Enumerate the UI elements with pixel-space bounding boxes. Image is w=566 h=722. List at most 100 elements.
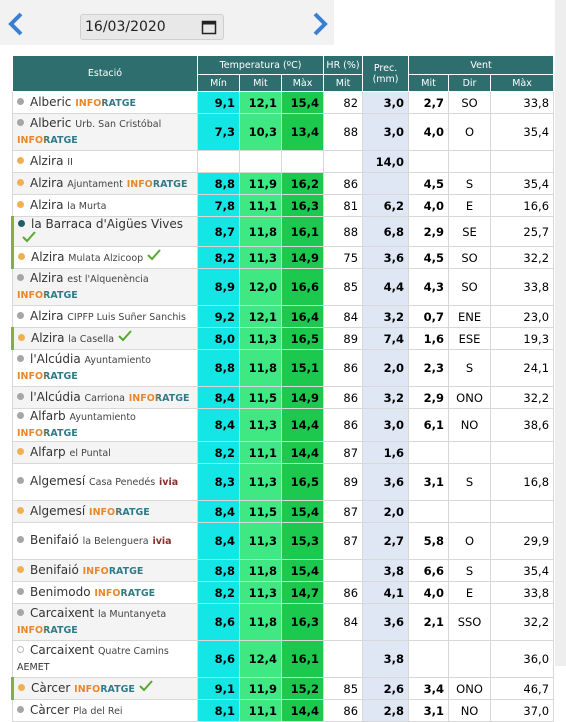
station-cell: Benifaió la Belenguera ivia xyxy=(12,522,198,560)
station-row: Carcaixent Quatre Camins AEMET 8,6 12,4 16,… xyxy=(12,640,555,678)
value-cell: E xyxy=(448,194,492,217)
value-cell: 86 xyxy=(323,581,364,604)
value-cell: 8,6 xyxy=(197,640,240,678)
value-cell: 2,3 xyxy=(408,349,450,387)
value-cell: SSO xyxy=(448,603,492,641)
value-cell: 86 xyxy=(323,408,364,442)
station-cell: Alzira la Casella xyxy=(11,327,198,350)
station-cell: Alzira Mulata Alzicoop xyxy=(11,246,198,269)
value-cell: 15,4 xyxy=(280,559,325,582)
station-name: l'Alcúdia xyxy=(30,389,81,404)
station-name: Alzira xyxy=(30,153,64,168)
value-cell: 12,1 xyxy=(239,91,282,114)
value-cell: 8,4 xyxy=(197,500,240,523)
column-subheader: Mit xyxy=(408,74,450,92)
station-detail: la Muntanyeta xyxy=(97,609,167,620)
value-cell: 32,2 xyxy=(490,386,555,409)
station-name: Càrcer xyxy=(31,681,71,695)
station-name: Càrcer xyxy=(30,702,70,717)
status-dot xyxy=(17,477,24,484)
table-body: Alberic INFORATGE 9,1 12,1 15,4 82 3,0 2,7 SO 33… xyxy=(11,91,555,722)
value-cell: 2,9 xyxy=(408,386,450,409)
station-cell: l'Alcúdia Ayuntamiento INFORATGE xyxy=(12,349,198,387)
value-cell: ONO xyxy=(448,386,492,409)
value-cell xyxy=(408,441,450,464)
value-cell xyxy=(448,150,492,173)
next-day[interactable] xyxy=(312,12,328,36)
date-bar: 16/03/2020 xyxy=(0,0,334,45)
value-cell: 4,0 xyxy=(408,113,450,151)
value-cell: 9,1 xyxy=(197,677,240,700)
verified-icon xyxy=(22,231,36,243)
value-cell: 15,4 xyxy=(280,91,325,114)
value-cell: O xyxy=(448,113,492,151)
status-dot xyxy=(17,119,24,126)
value-cell: 16,1 xyxy=(280,216,325,247)
value-cell: 8,4 xyxy=(197,386,240,409)
header-row: Estació Temperatura (ºC) HR (%) Prec. (mm) V… xyxy=(12,55,555,92)
column-subheader: Dir xyxy=(448,74,492,92)
station-cell: Alberic INFORATGE xyxy=(12,91,198,114)
value-cell: 14,4 xyxy=(280,441,325,464)
value-cell: 2,6 xyxy=(362,677,410,700)
value-cell: 11,1 xyxy=(239,699,282,722)
status-dot xyxy=(17,705,24,713)
value-cell: 2,7 xyxy=(408,91,450,114)
value-cell: 12,1 xyxy=(239,305,282,328)
value-cell: 23,0 xyxy=(490,305,555,328)
value-cell: 3,8 xyxy=(362,640,410,678)
station-row: Benifaió la Belenguera ivia 8,4 11,3 15,3 87… xyxy=(12,522,555,560)
value-cell: 8,2 xyxy=(197,441,240,464)
status-dot xyxy=(17,178,24,186)
value-cell: 3,0 xyxy=(362,91,410,114)
value-cell: 8,2 xyxy=(197,581,240,604)
value-cell: 3,1 xyxy=(408,699,450,722)
verified-icon xyxy=(118,330,132,342)
value-cell: 87 xyxy=(323,522,364,560)
station-detail: Ayuntamiento xyxy=(84,355,151,366)
status-dot xyxy=(17,447,24,455)
status-dot xyxy=(17,311,24,319)
station-name: Benifaió xyxy=(30,562,79,577)
value-cell: 11,3 xyxy=(239,246,282,269)
value-cell: 15,3 xyxy=(280,522,325,560)
value-cell: 1,6 xyxy=(362,441,410,464)
station-cell: Carcaixent la Muntanyeta INFORATGE xyxy=(12,603,198,641)
value-cell: SE xyxy=(448,216,492,247)
status-dot xyxy=(17,587,24,595)
value-cell: SO xyxy=(448,268,492,306)
station-cell: Alzira la Murta xyxy=(12,194,198,217)
status-dot xyxy=(17,274,24,281)
station-row: Càrcer INFORATGE 9,1 11,9 15,2 85 2,6 3,4 ONO 46… xyxy=(11,677,555,700)
value-cell: 3,2 xyxy=(362,305,410,328)
value-cell: 14,9 xyxy=(280,246,325,269)
station-detail: Ayuntamiento xyxy=(69,412,136,423)
date-picker[interactable]: 16/03/2020 xyxy=(80,14,224,40)
value-cell: 11,9 xyxy=(239,172,282,195)
value-cell: 5,8 xyxy=(408,522,450,560)
calendar-icon[interactable] xyxy=(201,19,217,35)
value-cell: 14,4 xyxy=(280,408,325,442)
value-cell: 16,3 xyxy=(280,194,325,217)
value-cell: 11,3 xyxy=(239,581,282,604)
data-source: INFORATGE xyxy=(82,565,144,577)
status-dot xyxy=(17,646,24,653)
column-subheader: Mit xyxy=(239,74,282,92)
value-cell xyxy=(323,559,364,582)
value-cell: 11,3 xyxy=(239,408,282,442)
station-row: Alzira CIPFP Luis Suñer Sanchis 9,2 12,1 16… xyxy=(12,305,555,328)
value-cell: 15,1 xyxy=(280,349,325,387)
station-row: Alberic Urb. San Cristóbal INFORATGE 7,3 1… xyxy=(12,113,555,151)
status-dot xyxy=(18,220,25,227)
value-cell xyxy=(239,150,282,173)
value-cell: 15,2 xyxy=(280,677,325,700)
station-row: Benimodo INFORATGE 8,2 11,3 14,7 86 4,1 4,0 E 33… xyxy=(12,581,555,604)
station-row: Algemesí Casa Penedés ivia 8,3 11,3 16,5 89 3… xyxy=(12,463,555,501)
value-cell xyxy=(280,150,325,173)
prev-day[interactable] xyxy=(8,12,24,36)
value-cell: NO xyxy=(448,699,492,722)
data-source: ivia xyxy=(159,477,179,488)
value-cell: 11,1 xyxy=(239,194,282,217)
station-cell: Alzira est l'Alquenència INFORATGE xyxy=(12,268,198,306)
